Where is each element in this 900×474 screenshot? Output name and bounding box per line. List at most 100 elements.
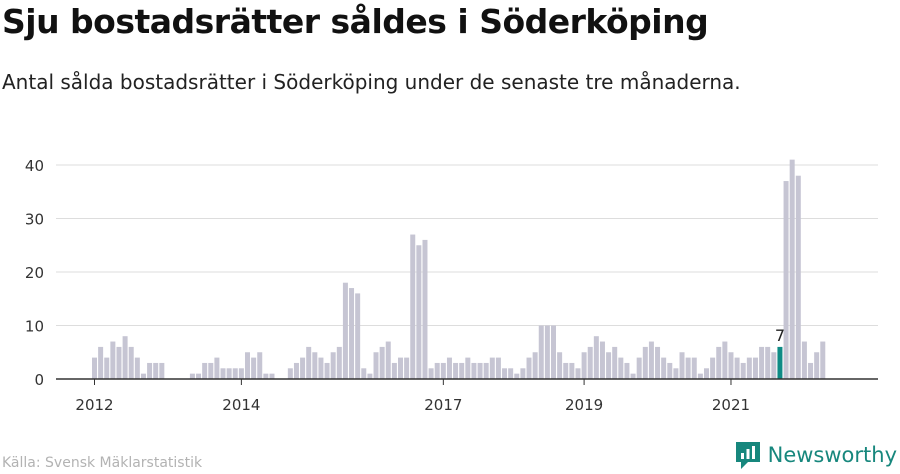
bar xyxy=(618,357,624,379)
bar xyxy=(373,352,379,379)
bar xyxy=(679,352,685,379)
bar xyxy=(214,357,220,379)
bar xyxy=(128,346,134,379)
bar xyxy=(404,357,410,379)
bar xyxy=(385,341,391,379)
bar xyxy=(697,373,703,379)
bar xyxy=(232,368,238,379)
gridlines xyxy=(56,164,878,326)
bar xyxy=(269,373,275,379)
bar xyxy=(330,352,336,379)
bar xyxy=(379,346,385,379)
chart-subtitle: Antal sålda bostadsrätter i Söderköping … xyxy=(2,70,741,94)
bar xyxy=(789,159,795,379)
x-tick-label: 2012 xyxy=(75,396,113,414)
bar xyxy=(251,357,257,379)
bar xyxy=(471,362,477,379)
bar xyxy=(642,346,648,379)
bar xyxy=(477,362,483,379)
bar xyxy=(263,373,269,379)
bar xyxy=(593,336,599,379)
bar xyxy=(483,362,489,379)
bar xyxy=(716,346,722,379)
x-tick-label: 2019 xyxy=(565,396,603,414)
bar xyxy=(398,357,403,379)
highlight-value-label: 7 xyxy=(775,326,785,345)
bar xyxy=(434,362,440,379)
bar xyxy=(544,325,550,379)
bar xyxy=(771,352,777,379)
bar xyxy=(465,357,471,379)
bar xyxy=(624,362,630,379)
bar xyxy=(636,357,642,379)
bar xyxy=(147,362,153,379)
bar xyxy=(740,362,746,379)
bar xyxy=(691,357,697,379)
axes: 0 10 20 30 40 7 2012 2014 2017 2019 2021 xyxy=(25,157,878,414)
bar xyxy=(661,357,667,379)
bar xyxy=(318,357,324,379)
bar-highlight xyxy=(777,346,783,379)
bar xyxy=(428,368,434,379)
brand-logo[interactable]: Newsworthy xyxy=(734,440,897,470)
bar xyxy=(446,357,452,379)
bar xyxy=(667,362,673,379)
bar xyxy=(92,357,97,379)
bar xyxy=(336,346,342,379)
bar xyxy=(306,346,312,379)
bar xyxy=(648,341,654,379)
bar xyxy=(551,325,556,379)
bar xyxy=(495,357,501,379)
bar xyxy=(563,362,569,379)
bar xyxy=(581,352,587,379)
bar xyxy=(153,362,159,379)
bar xyxy=(795,175,801,379)
y-tick-label: 40 xyxy=(25,157,44,175)
bar xyxy=(734,357,740,379)
bar xyxy=(508,368,514,379)
x-tick-label: 2014 xyxy=(222,396,260,414)
bar xyxy=(746,357,752,379)
bar xyxy=(538,325,544,379)
bar xyxy=(410,234,416,379)
bar xyxy=(655,346,661,379)
bar xyxy=(759,346,765,379)
bar xyxy=(502,368,508,379)
newsworthy-logo-icon xyxy=(735,442,760,469)
bar xyxy=(532,352,538,379)
bar xyxy=(116,346,122,379)
bar xyxy=(122,336,128,379)
bar xyxy=(104,357,110,379)
bar xyxy=(159,362,165,379)
bar xyxy=(300,357,306,379)
bar xyxy=(752,357,758,379)
bar xyxy=(575,368,581,379)
bar xyxy=(293,362,299,379)
bar xyxy=(349,288,355,379)
bar xyxy=(814,352,820,379)
source-note: Källa: Svensk Mäklarstatistik xyxy=(2,455,203,471)
bar xyxy=(606,352,612,379)
y-tick-label: 0 xyxy=(34,371,44,389)
bar xyxy=(557,352,563,379)
bar xyxy=(245,352,250,379)
bar xyxy=(630,373,636,379)
bar xyxy=(722,341,728,379)
bar xyxy=(808,362,814,379)
x-tick-label: 2017 xyxy=(424,396,462,414)
bar xyxy=(765,346,771,379)
y-tick-label: 20 xyxy=(25,264,44,282)
bars xyxy=(92,159,826,379)
bar xyxy=(367,373,373,379)
bar xyxy=(238,368,244,379)
bar xyxy=(673,368,679,379)
brand-name: Newsworthy xyxy=(767,443,897,467)
bar xyxy=(710,357,716,379)
bar xyxy=(514,373,520,379)
bar xyxy=(134,357,140,379)
chart-title: Sju bostadsrätter såldes i Söderköping xyxy=(2,2,709,41)
bar xyxy=(391,362,397,379)
bar xyxy=(324,362,330,379)
bar xyxy=(342,282,348,379)
